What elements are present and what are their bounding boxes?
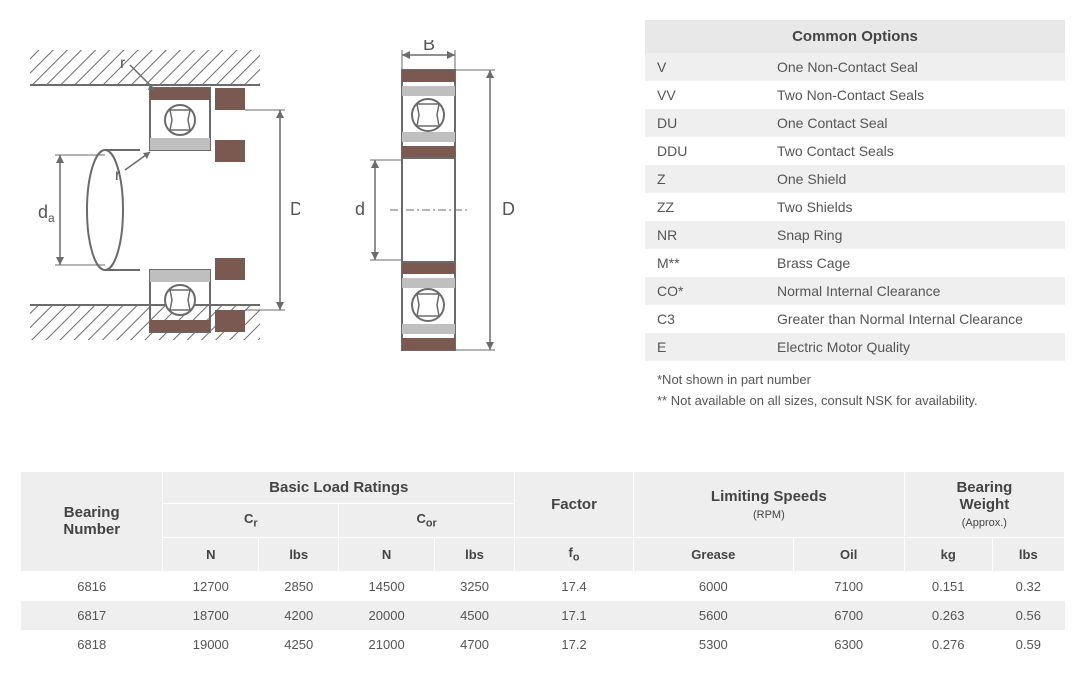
option-code: VV	[645, 81, 765, 109]
footnote-1: *Not shown in part number	[645, 369, 1065, 390]
option-code: Z	[645, 165, 765, 193]
option-desc: Snap Ring	[765, 221, 1065, 249]
ratings-cell: 6300	[793, 630, 904, 659]
col-cor-n: N	[339, 538, 435, 572]
col-kg: kg	[904, 538, 992, 572]
option-desc: One Non-Contact Seal	[765, 53, 1065, 81]
ratings-cell: 17.4	[515, 571, 634, 601]
ratings-cell: 6816	[21, 571, 163, 601]
ratings-row: 681718700420020000450017.1560067000.2630…	[21, 601, 1065, 630]
ratings-cell: 19000	[163, 630, 259, 659]
ratings-cell: 6818	[21, 630, 163, 659]
col-cr: Cr	[163, 504, 339, 538]
Da-label: Da	[290, 199, 300, 222]
ratings-cell: 4500	[435, 601, 515, 630]
option-code: CO*	[645, 277, 765, 305]
ratings-cell: 3250	[435, 571, 515, 601]
option-code: DU	[645, 109, 765, 137]
option-code: E	[645, 333, 765, 361]
options-row: ZOne Shield	[645, 165, 1065, 193]
option-desc: Two Non-Contact Seals	[765, 81, 1065, 109]
ratings-cell: 14500	[339, 571, 435, 601]
col-bearing-weight: Bearing Weight(Approx.)	[904, 472, 1064, 538]
col-cr-n: N	[163, 538, 259, 572]
col-cor: Cor	[339, 504, 515, 538]
options-row: VVTwo Non-Contact Seals	[645, 81, 1065, 109]
col-grease: Grease	[633, 538, 793, 572]
ratings-cell: 0.276	[904, 630, 992, 659]
ratings-cell: 0.56	[992, 601, 1064, 630]
col-factor: Factor	[515, 472, 634, 538]
col-cor-lbs: lbs	[435, 538, 515, 572]
footnote-2: ** Not available on all sizes, consult N…	[645, 390, 1065, 411]
option-code: ZZ	[645, 193, 765, 221]
options-row: ZZTwo Shields	[645, 193, 1065, 221]
ratings-cell: 0.263	[904, 601, 992, 630]
option-code: M**	[645, 249, 765, 277]
ratings-cell: 2850	[259, 571, 339, 601]
option-code: NR	[645, 221, 765, 249]
D-label: D	[502, 199, 515, 219]
option-desc: One Contact Seal	[765, 109, 1065, 137]
option-desc: Electric Motor Quality	[765, 333, 1065, 361]
option-code: C3	[645, 305, 765, 333]
ratings-cell: 0.32	[992, 571, 1064, 601]
r-label-1: r	[120, 55, 126, 72]
options-row: CO*Normal Internal Clearance	[645, 277, 1065, 305]
ratings-cell: 17.2	[515, 630, 634, 659]
load-ratings-table: Bearing Number Basic Load Ratings Factor…	[20, 471, 1065, 659]
ratings-cell: 7100	[793, 571, 904, 601]
options-row: C3Greater than Normal Internal Clearance	[645, 305, 1065, 333]
col-oil: Oil	[793, 538, 904, 572]
ratings-cell: 6817	[21, 601, 163, 630]
options-row: DDUTwo Contact Seals	[645, 137, 1065, 165]
col-wlbs: lbs	[992, 538, 1064, 572]
option-desc: Greater than Normal Internal Clearance	[765, 305, 1065, 333]
ratings-cell: 0.151	[904, 571, 992, 601]
col-basic-load: Basic Load Ratings	[163, 472, 515, 504]
ratings-row: 681819000425021000470017.2530063000.2760…	[21, 630, 1065, 659]
option-desc: Brass Cage	[765, 249, 1065, 277]
col-limiting-speeds: Limiting Speeds(RPM)	[633, 472, 904, 538]
options-row: DUOne Contact Seal	[645, 109, 1065, 137]
ratings-cell: 20000	[339, 601, 435, 630]
ratings-cell: 18700	[163, 601, 259, 630]
B-label: B	[423, 40, 435, 54]
options-row: NRSnap Ring	[645, 221, 1065, 249]
ratings-cell: 12700	[163, 571, 259, 601]
col-cr-lbs: lbs	[259, 538, 339, 572]
ratings-cell: 6000	[633, 571, 793, 601]
col-bearing-number: Bearing Number	[21, 472, 163, 572]
option-desc: Two Shields	[765, 193, 1065, 221]
bearing-front-diagram: B	[340, 40, 550, 360]
option-desc: One Shield	[765, 165, 1065, 193]
ratings-cell: 5600	[633, 601, 793, 630]
option-desc: Normal Internal Clearance	[765, 277, 1065, 305]
col-fo: fo	[515, 538, 634, 572]
ratings-cell: 17.1	[515, 601, 634, 630]
diagrams-area: r r da Da	[20, 40, 550, 360]
options-footnotes: *Not shown in part number ** Not availab…	[645, 369, 1065, 411]
ratings-row: 681612700285014500325017.4600071000.1510…	[21, 571, 1065, 601]
options-title: Common Options	[645, 20, 1065, 53]
ratings-cell: 0.59	[992, 630, 1064, 659]
ratings-cell: 5300	[633, 630, 793, 659]
option-desc: Two Contact Seals	[765, 137, 1065, 165]
common-options-table: Common Options VOne Non-Contact SealVVTw…	[645, 20, 1065, 361]
ratings-cell: 4200	[259, 601, 339, 630]
ratings-cell: 6700	[793, 601, 904, 630]
d-label: d	[355, 199, 365, 219]
options-row: M**Brass Cage	[645, 249, 1065, 277]
option-code: V	[645, 53, 765, 81]
ratings-cell: 4700	[435, 630, 515, 659]
bearing-cross-section-diagram: r r da Da	[20, 40, 300, 340]
ratings-cell: 21000	[339, 630, 435, 659]
options-row: EElectric Motor Quality	[645, 333, 1065, 361]
options-row: VOne Non-Contact Seal	[645, 53, 1065, 81]
option-code: DDU	[645, 137, 765, 165]
r-label-2: r	[115, 167, 121, 184]
da-label: da	[38, 202, 55, 225]
ratings-cell: 4250	[259, 630, 339, 659]
